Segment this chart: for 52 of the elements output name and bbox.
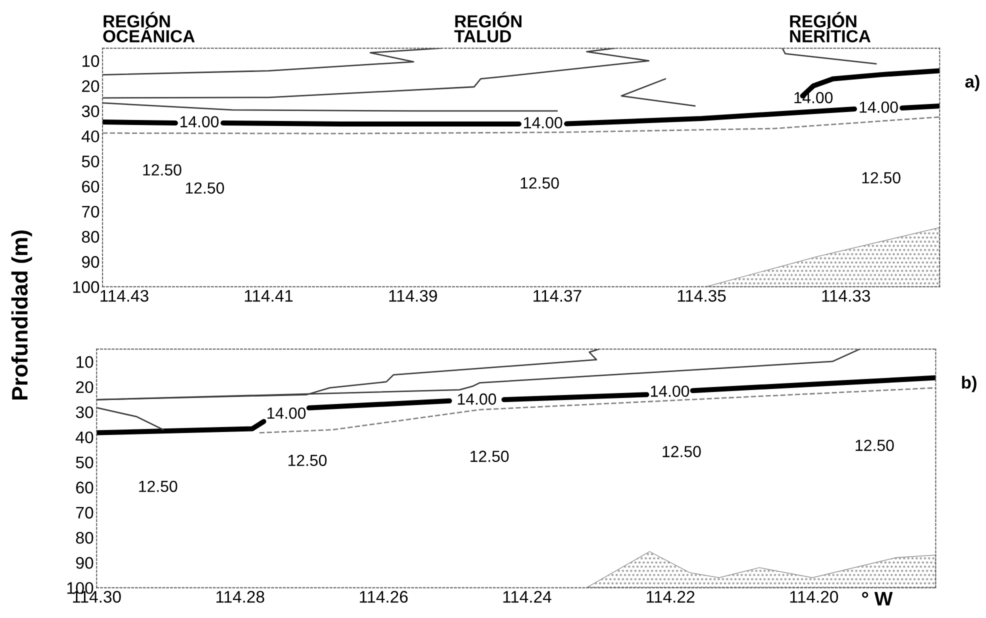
annotation: 12.50 (288, 454, 327, 466)
text: REGIÓN NERÍTICA (790, 12, 870, 42)
annotation: 14.00 (458, 393, 496, 405)
annotation: 12.50 (662, 446, 701, 458)
x-tick-label: 114.43 (100, 290, 148, 302)
annotation: 12.50 (143, 164, 182, 176)
y-tick-label: 60 (76, 482, 94, 494)
annotation: 14.00 (860, 102, 898, 113)
annotation: 14.00 (650, 386, 690, 397)
annotation: 12.50 (862, 172, 900, 184)
annotation: 14.00 (267, 408, 306, 419)
y-tick-label: 70 (82, 206, 100, 218)
x-tick-label: 114.39 (389, 290, 437, 302)
annotation: 14.00 (524, 117, 562, 128)
x-tick-label: 114.20 (790, 590, 838, 603)
x-axis-title: ° W (862, 592, 893, 606)
y-tick-label: 70 (76, 506, 94, 519)
annotation: 12.50 (139, 480, 178, 492)
y-tick-label: 90 (76, 557, 94, 569)
annotation: 12.50 (856, 440, 894, 452)
text: b) (962, 376, 976, 392)
x-tick-label: 114.28 (216, 590, 264, 603)
y-tick-label: 100 (73, 281, 100, 293)
y-tick-label: 90 (82, 256, 100, 268)
y-tick-label: 30 (82, 105, 100, 118)
y-tick-label: 30 (76, 406, 94, 418)
y-tick-label: 20 (76, 381, 94, 394)
y-axis-title: Profundidad (m) (11, 230, 32, 400)
y-tick-label: 80 (82, 230, 100, 243)
y-tick-label: 40 (76, 431, 94, 444)
y-tick-label: 50 (76, 456, 94, 468)
text: REGIÓN OCEÁNICA (103, 12, 195, 42)
y-tick-label: 80 (76, 532, 94, 544)
y-tick-label: 50 (82, 156, 100, 168)
x-tick-label: 114.35 (678, 290, 726, 302)
y-tick-label: 60 (82, 180, 100, 193)
annotation: 12.50 (470, 450, 509, 462)
annotation: 12.50 (520, 177, 559, 189)
x-tick-label: 114.26 (360, 590, 408, 603)
text: REGIÓN TALUD (454, 12, 522, 42)
x-tick-label: 114.22 (646, 590, 694, 603)
annotation: 14.00 (180, 116, 219, 128)
y-tick-label: 40 (82, 130, 100, 142)
y-tick-label: 10 (76, 356, 94, 368)
x-tick-label: 114.33 (822, 290, 870, 302)
annotation: 12.50 (186, 182, 224, 194)
text: a) (965, 74, 980, 92)
x-tick-label: 114.24 (503, 590, 552, 603)
y-tick-label: 10 (82, 55, 100, 67)
y-tick-label: 20 (82, 80, 100, 92)
x-tick-label: 114.41 (244, 290, 293, 302)
x-tick-label: 114.37 (534, 290, 582, 302)
